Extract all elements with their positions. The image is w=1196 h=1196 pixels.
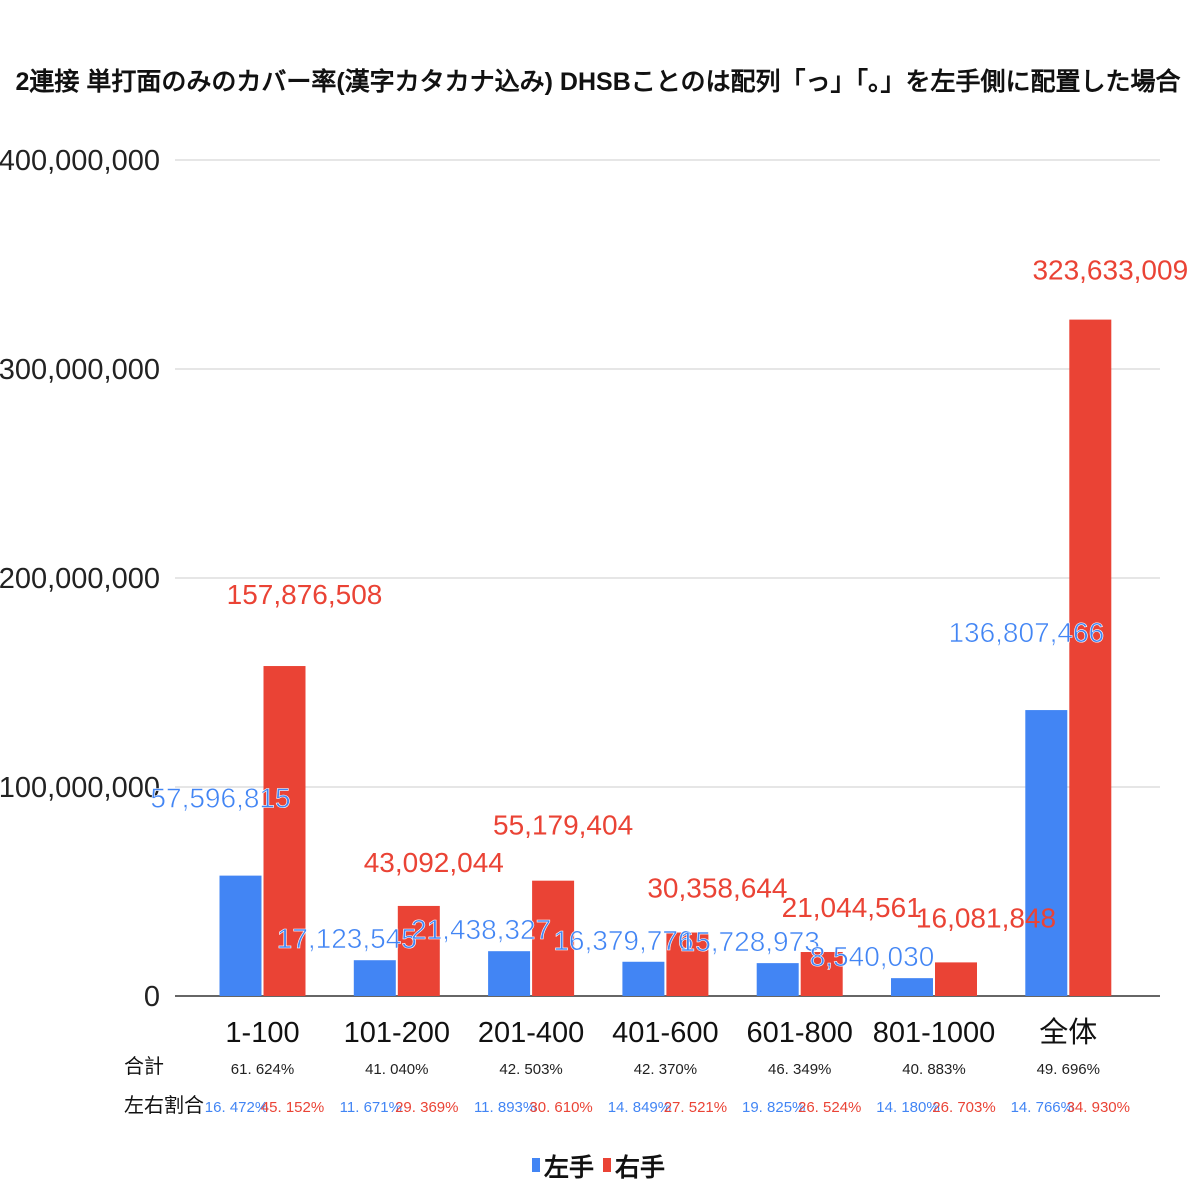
y-tick-label: 200,000,000: [0, 563, 160, 595]
data-label: 16,379,776: [553, 925, 693, 956]
x-tick-label: 801-1000: [873, 1017, 996, 1049]
data-label: 21,438,327: [411, 914, 551, 945]
x-tick-label: 101-200: [344, 1017, 450, 1049]
data-label: 17,123,545: [277, 923, 417, 954]
right-ratio: 30. 610%: [529, 1099, 592, 1116]
data-label: 55,179,404: [493, 810, 633, 841]
left-ratio: 11. 671%: [340, 1099, 402, 1116]
legend-label: 左手: [544, 1154, 594, 1182]
bar-left-hand-5: [756, 963, 799, 996]
y-tick-label: 300,000,000: [0, 354, 160, 386]
legend-label: 右手: [615, 1153, 665, 1182]
data-label: 43,092,044: [364, 847, 504, 878]
right-ratio: 29. 369%: [395, 1099, 458, 1116]
x-tick-label: 201-400: [478, 1017, 584, 1049]
right-ratio: 26. 524%: [798, 1099, 861, 1116]
bar-left-hand-7: [1025, 710, 1068, 996]
bar-right-hand-5: [800, 952, 843, 996]
bar-left-hand-4: [622, 961, 665, 996]
bar-left-hand-2: [353, 960, 396, 996]
total-percent: 42. 370%: [634, 1061, 697, 1078]
row-label-ratio: 左右割合: [124, 1094, 204, 1117]
data-label: 8,540,030: [810, 941, 935, 972]
data-label: 15,728,973: [680, 926, 820, 957]
bar-left-hand-1: [219, 875, 262, 996]
bar-left-hand-6: [891, 978, 933, 996]
x-tick-label: 601-800: [746, 1017, 852, 1049]
bar-left-hand-3: [488, 951, 531, 996]
left-ratio: 14. 766%: [1011, 1099, 1074, 1116]
right-ratio: 34. 930%: [1067, 1099, 1130, 1116]
data-label: 57,596,815: [150, 783, 290, 814]
y-tick-label: 0: [144, 981, 160, 1013]
data-label: 323,633,009: [1032, 255, 1188, 286]
total-percent: 49. 696%: [1037, 1061, 1100, 1078]
total-percent: 40. 883%: [902, 1061, 965, 1078]
x-tick-label: 1-100: [225, 1017, 299, 1049]
chart-title: 2連接 単打面のみのカバー率(漢字カタカナ込み) DHSBことのは配列「っ」「。…: [15, 67, 1181, 96]
bar-right-hand-2: [397, 905, 440, 996]
y-tick-label: 400,000,000: [0, 145, 160, 177]
left-ratio: 19. 825%: [742, 1099, 805, 1116]
total-percent: 41. 040%: [365, 1061, 428, 1078]
data-label: 16,081,848: [916, 902, 1056, 933]
data-label: 30,358,644: [647, 873, 787, 904]
right-ratio: 45. 152%: [261, 1099, 324, 1116]
bar-right-hand-1: [263, 666, 306, 996]
bar-right-hand-6: [935, 962, 977, 996]
total-percent: 46. 349%: [768, 1061, 831, 1078]
y-tick-label: 100,000,000: [0, 772, 160, 804]
data-label: 157,876,508: [227, 579, 383, 610]
x-tick-label: 401-600: [612, 1017, 718, 1049]
bar-right-hand-4: [666, 932, 709, 996]
total-percent: 42. 503%: [499, 1061, 562, 1078]
left-ratio: 14. 849%: [608, 1099, 671, 1116]
total-percent: 61. 624%: [231, 1061, 294, 1078]
legend-swatch: [532, 1158, 540, 1172]
legend-swatch: [603, 1158, 611, 1172]
left-ratio: 11. 893%: [474, 1099, 536, 1116]
bar-right-hand-7: [1069, 319, 1112, 996]
row-label-total: 合計: [124, 1055, 164, 1078]
right-ratio: 27. 521%: [664, 1099, 727, 1116]
x-tick-label: 全体: [1039, 1016, 1097, 1049]
left-ratio: 16. 472%: [205, 1099, 268, 1116]
data-label: 21,044,561: [782, 892, 922, 923]
bar-right-hand-3: [532, 880, 575, 996]
right-ratio: 26. 703%: [932, 1099, 995, 1116]
data-label: 136,807,466: [948, 617, 1104, 648]
left-ratio: 14. 180%: [876, 1099, 939, 1116]
